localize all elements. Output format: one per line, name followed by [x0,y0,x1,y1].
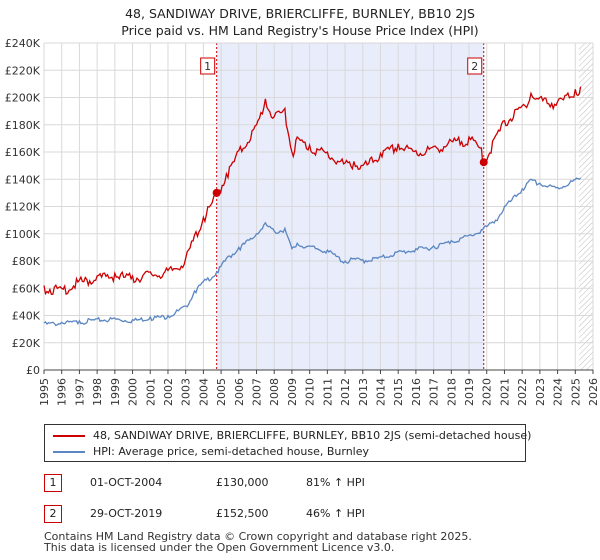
y-tick-label: £140K [5,173,41,186]
footer-line-2: This data is licensed under the Open Gov… [44,541,395,554]
legend-label-hpi: HPI: Average price, semi-detached house,… [93,445,370,458]
title-line-1: 48, SANDIWAY DRIVE, BRIERCLIFFE, BURNLEY… [125,6,475,21]
legend: 48, SANDIWAY DRIVE, BRIERCLIFFE, BURNLEY… [44,424,531,462]
transaction-price: £130,000 [216,476,269,489]
y-tick-label: £160K [5,146,41,159]
x-tick-label: 2007 [251,378,264,406]
sale-point [212,188,221,197]
x-tick-label: 2015 [392,378,405,406]
x-tick-label: 2000 [127,378,140,406]
x-tick-label: 2005 [215,378,228,406]
y-tick-label: £0 [26,364,40,377]
x-tick-label: 1995 [38,378,51,406]
x-tick-label: 2002 [162,378,175,406]
marker-label-box [200,57,216,75]
x-tick-label: 2017 [428,378,441,406]
price-chart: £0 £20K £40K £60K £80K £100K £120K £140K £160K £1… [5,37,600,406]
x-tick-label: 2016 [410,378,423,406]
x-tick-label: 1996 [56,378,69,406]
y-tick-label: £200K [5,92,41,105]
series-line-property [43,86,582,296]
x-tick-label: 2003 [180,378,193,406]
x-tick-label: 2008 [268,378,281,406]
y-tick-label: £100K [5,228,41,241]
legend-swatch-red [53,435,85,437]
transaction-price: £152,500 [216,507,269,520]
x-tick-label: 2010 [304,378,317,406]
footer: Contains HM Land Registry data © Crown c… [44,531,472,553]
x-tick-label: 2014 [374,378,387,406]
legend-label-property: 48, SANDIWAY DRIVE, BRIERCLIFFE, BURNLEY… [93,429,532,442]
footer-line-1: Contains HM Land Registry data © Crown c… [44,530,472,543]
legend-swatch-blue [53,451,85,453]
marker-label: 2 [471,60,478,73]
x-tick-label: 2012 [339,378,352,406]
x-tick-label: 2009 [286,378,299,406]
transaction-hpi: 81% ↑ HPI [306,476,365,489]
x-tick-label: 2024 [552,378,565,406]
y-tick-label: £240K [5,37,41,50]
x-tick-label: 1999 [109,378,122,406]
transaction-date: 01-OCT-2004 [90,476,163,489]
transaction-hpi: 46% ↑ HPI [306,507,365,520]
series-line-hpi [43,177,582,327]
x-tick-label: 2026 [587,378,600,406]
x-tick-label: 2001 [144,378,157,406]
y-tick-label: £40K [12,310,41,323]
chart-title: 48, SANDIWAY DRIVE, BRIERCLIFFE, BURNLEY… [0,5,600,39]
marker-label-box [467,57,483,75]
x-tick-label: 2013 [357,378,370,406]
x-tick-label: 2019 [463,378,476,406]
transaction-badge: 1 [44,474,62,492]
y-tick-label: £180K [5,119,41,132]
marker-label: 1 [204,60,211,73]
x-tick-label: 2011 [321,378,334,406]
x-tick-label: 2020 [481,378,494,406]
x-tick-label: 2023 [534,378,547,406]
y-tick-label: £120K [5,201,41,214]
y-tick-label: £20K [12,337,41,350]
y-tick-label: £60K [12,282,41,295]
x-tick-label: 2025 [569,378,582,406]
title-line-2: Price paid vs. HM Land Registry's House … [121,23,479,38]
transaction-badge: 2 [44,505,62,523]
x-tick-label: 2021 [498,378,511,406]
x-tick-label: 2022 [516,378,529,406]
transaction-date: 29-OCT-2019 [90,507,163,520]
x-tick-label: 1997 [73,378,86,406]
x-tick-label: 2004 [197,378,210,406]
sale-point [479,158,488,167]
y-tick-label: £220K [5,64,41,77]
x-tick-label: 2018 [445,378,458,406]
x-tick-label: 2006 [233,378,246,406]
y-tick-label: £80K [12,255,41,268]
x-tick-label: 1998 [91,378,104,406]
